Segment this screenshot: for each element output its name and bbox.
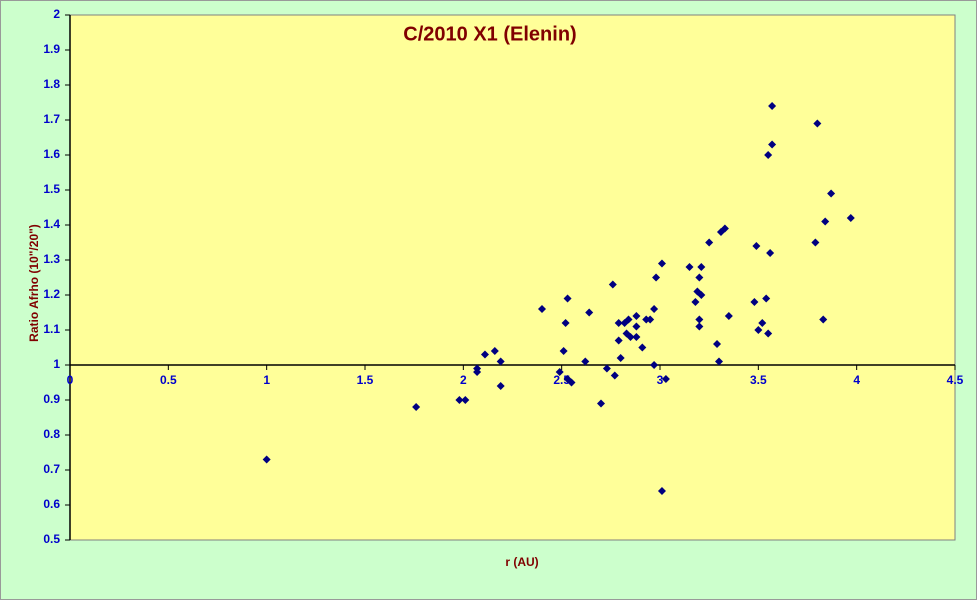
y-tick-label: 0.6 xyxy=(43,497,60,511)
data-point xyxy=(567,378,576,387)
data-point xyxy=(614,319,623,327)
data-point xyxy=(610,371,619,380)
y-tick-label: 0.7 xyxy=(43,462,60,476)
data-point xyxy=(827,189,836,198)
data-point xyxy=(821,217,830,226)
data-point xyxy=(608,280,617,289)
data-point xyxy=(750,298,759,306)
x-tick-label: 4.5 xyxy=(947,373,964,387)
data-point xyxy=(720,224,729,233)
data-point xyxy=(496,357,505,366)
x-tick-label: 3.5 xyxy=(750,373,767,387)
y-tick-label: 1.9 xyxy=(43,42,60,56)
data-point xyxy=(685,263,694,271)
x-tick-label: 0 xyxy=(67,373,74,387)
y-tick-label: 0.5 xyxy=(43,532,60,546)
y-tick-label: 0.9 xyxy=(43,392,60,406)
x-tick-label: 1 xyxy=(263,373,270,387)
data-point xyxy=(262,455,271,464)
data-point xyxy=(811,238,820,247)
data-point xyxy=(624,315,633,324)
x-axis-label: r (AU) xyxy=(505,555,538,569)
data-point xyxy=(538,305,546,313)
data-point xyxy=(563,294,572,303)
chart-title: C/2010 X1 (Elenin) xyxy=(403,23,576,45)
data-point xyxy=(766,249,775,257)
y-tick-label: 1.7 xyxy=(43,112,60,126)
data-point xyxy=(561,319,570,327)
data-point xyxy=(762,294,771,303)
data-point xyxy=(480,350,489,359)
data-point xyxy=(412,403,421,411)
data-point xyxy=(632,333,641,341)
data-point xyxy=(768,140,777,149)
data-point xyxy=(724,312,733,320)
data-point xyxy=(616,354,625,362)
data-point xyxy=(758,319,767,327)
data-point xyxy=(559,347,568,355)
data-point xyxy=(657,487,666,495)
data-point xyxy=(646,315,655,324)
data-point xyxy=(764,151,773,159)
x-tick-label: 3 xyxy=(657,373,664,387)
data-point xyxy=(754,326,763,334)
data-point xyxy=(661,375,670,383)
y-tick-label: 2 xyxy=(53,7,60,21)
data-point xyxy=(695,322,704,331)
data-point xyxy=(652,273,661,282)
data-point xyxy=(813,119,822,128)
data-point xyxy=(614,336,623,345)
data-point xyxy=(555,368,564,376)
data-point xyxy=(490,347,499,355)
y-tick-label: 1.4 xyxy=(43,217,60,231)
data-point xyxy=(650,305,659,313)
data-point xyxy=(752,242,761,250)
data-point xyxy=(657,259,666,268)
data-point xyxy=(764,329,773,338)
data-point xyxy=(697,291,706,299)
data-point xyxy=(455,396,464,404)
data-point xyxy=(650,361,659,369)
data-point xyxy=(695,273,704,282)
x-tick-label: 4 xyxy=(853,373,860,387)
data-point xyxy=(632,322,641,331)
data-point xyxy=(496,382,505,390)
x-tick-label: 0.5 xyxy=(160,373,177,387)
x-tick-label: 1.5 xyxy=(357,373,374,387)
data-point xyxy=(819,315,828,324)
y-tick-label: 1 xyxy=(53,357,60,371)
data-point xyxy=(697,263,706,271)
data-point xyxy=(581,357,590,366)
data-point xyxy=(846,214,855,222)
y-tick-label: 1.1 xyxy=(43,322,60,336)
y-tick-label: 1.5 xyxy=(43,182,60,196)
y-tick-label: 1.3 xyxy=(43,252,60,266)
y-tick-label: 0.8 xyxy=(43,427,60,441)
data-point xyxy=(597,399,605,408)
data-point xyxy=(715,357,723,366)
y-tick-label: 1.6 xyxy=(43,147,60,161)
plot-area xyxy=(69,14,956,541)
data-point xyxy=(585,308,594,317)
data-point xyxy=(695,315,704,324)
data-point xyxy=(768,102,777,110)
data-point xyxy=(602,364,611,373)
data-point xyxy=(632,312,641,320)
data-point xyxy=(626,333,635,341)
data-point xyxy=(705,238,714,247)
data-point xyxy=(691,298,700,306)
y-tick-label: 1.2 xyxy=(43,287,60,301)
y-tick-label: 1.8 xyxy=(43,77,60,91)
data-point xyxy=(461,396,470,404)
y-axis-label: Ratio Afrho (10"/20") xyxy=(27,224,41,342)
data-point xyxy=(713,340,722,348)
x-tick-label: 2 xyxy=(460,373,467,387)
data-point xyxy=(473,364,482,373)
data-point xyxy=(638,343,647,352)
